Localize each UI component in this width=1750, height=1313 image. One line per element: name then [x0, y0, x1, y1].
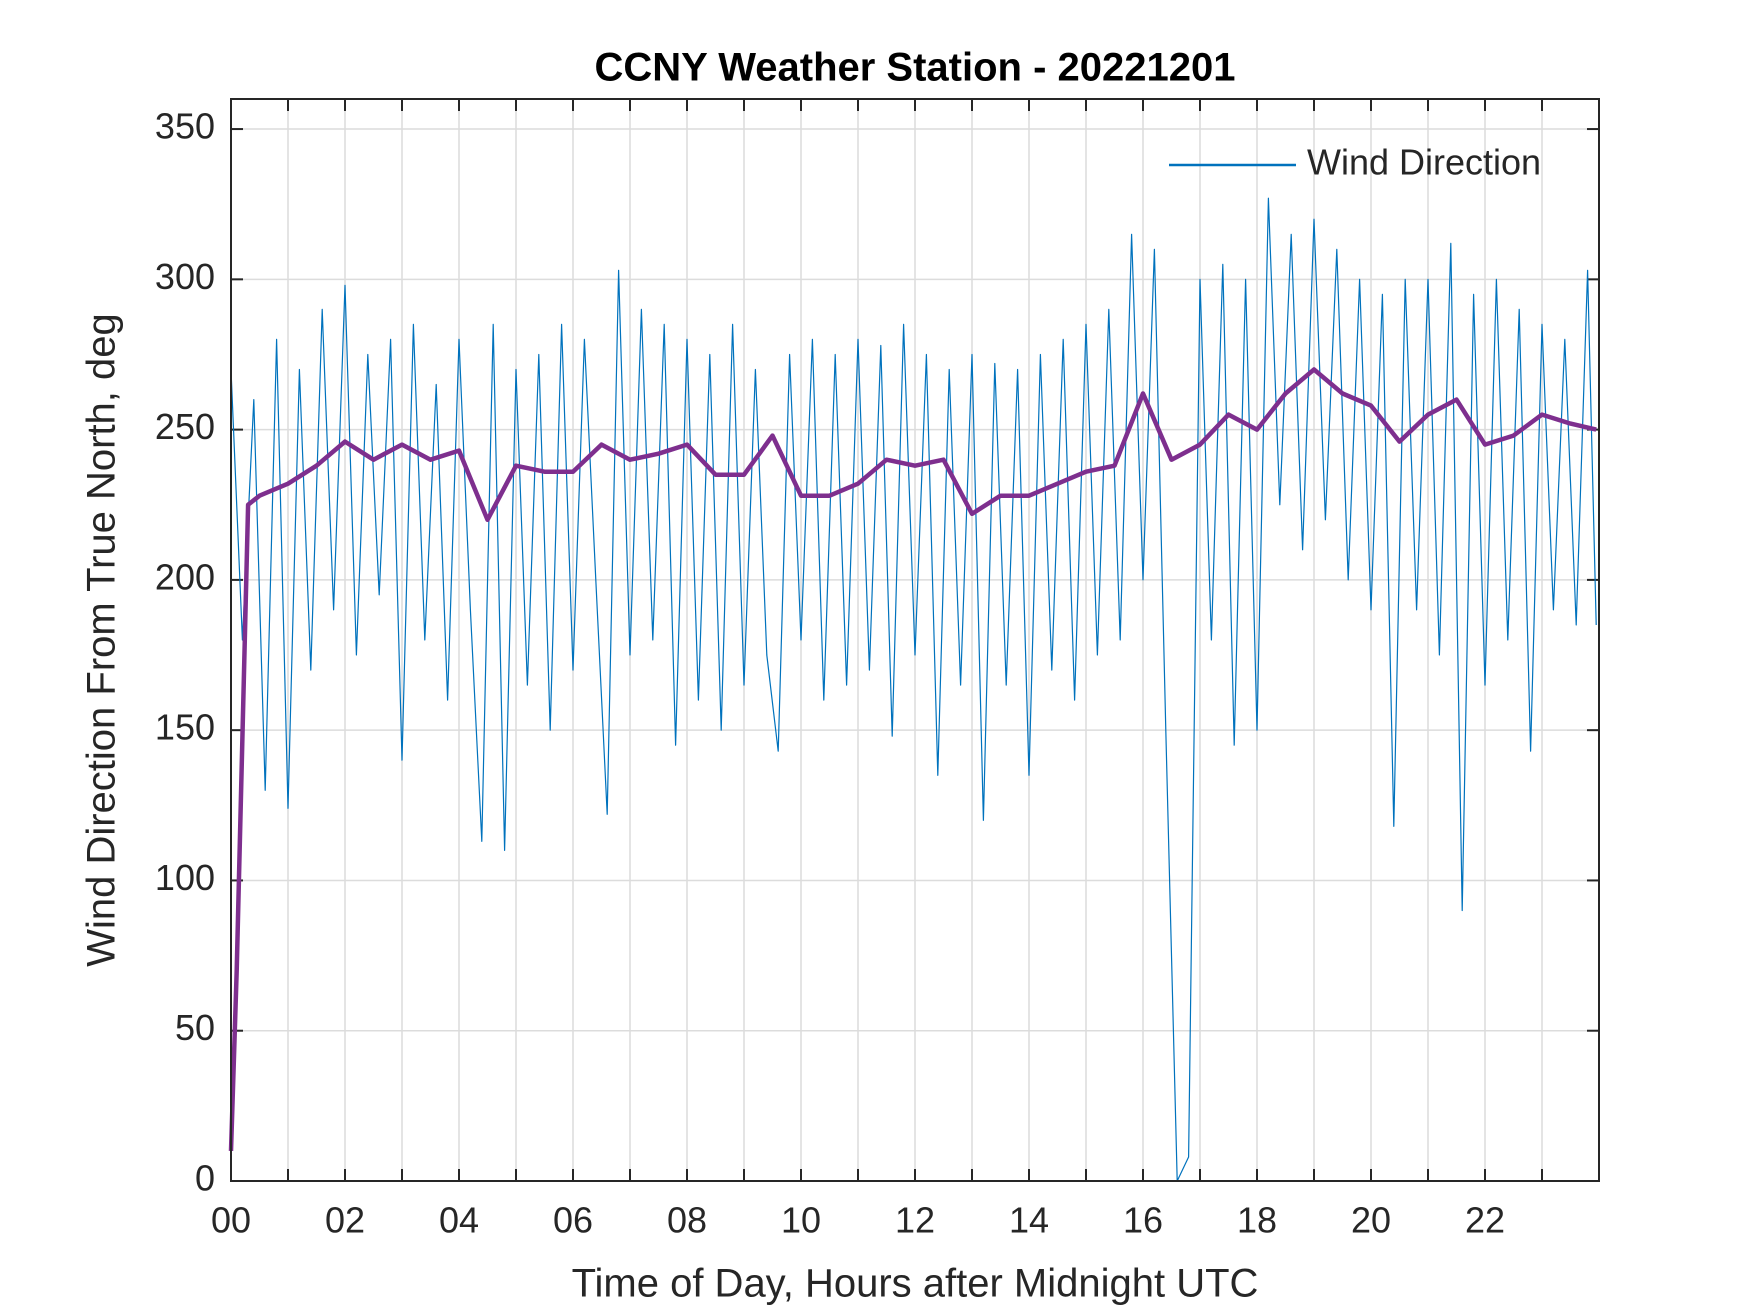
- x-tick-label: 20: [1351, 1200, 1391, 1241]
- y-tick-label: 300: [155, 256, 215, 297]
- x-tick-label: 00: [211, 1200, 251, 1241]
- y-tick-label: 0: [195, 1158, 215, 1199]
- plot-frame: [230, 98, 1600, 1182]
- data-line: [228, 367, 1597, 1151]
- x-tick-label: 06: [553, 1200, 593, 1241]
- x-tick-label: 02: [325, 1200, 365, 1241]
- data-line: [230, 197, 1597, 1182]
- x-tick-label: 10: [781, 1200, 821, 1241]
- x-axis-label: Time of Day, Hours after Midnight UTC: [572, 1262, 1259, 1306]
- y-tick-label: 200: [155, 556, 215, 597]
- y-tick-label: 100: [155, 857, 215, 898]
- y-tick-label: 50: [175, 1007, 215, 1048]
- x-tick-label: 16: [1123, 1200, 1163, 1241]
- legend-label: Wind Direction: [1307, 142, 1541, 183]
- y-tick-label: 150: [155, 707, 215, 748]
- x-tick-label: 14: [1009, 1200, 1049, 1241]
- x-tick-label: 22: [1465, 1200, 1505, 1241]
- y-tick-label: 350: [155, 106, 215, 147]
- x-tick-label: 08: [667, 1200, 707, 1241]
- y-axis-label: Wind Direction From True North, deg: [80, 313, 124, 967]
- y-tick-label: 250: [155, 406, 215, 447]
- x-tick-label: 18: [1237, 1200, 1277, 1241]
- chart-title: CCNY Weather Station - 20221201: [595, 46, 1236, 90]
- x-tick-label: 04: [439, 1200, 479, 1241]
- x-tick-label: 12: [895, 1200, 935, 1241]
